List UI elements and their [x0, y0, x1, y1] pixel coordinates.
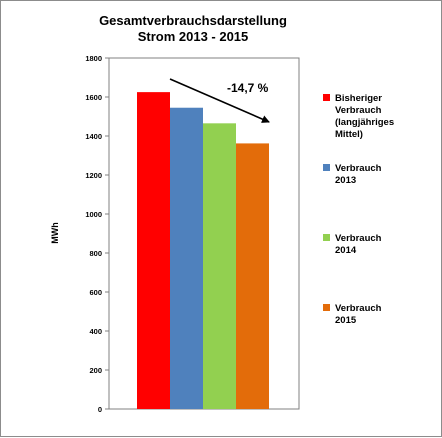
legend-swatch: [323, 304, 330, 311]
legend-swatch: [323, 94, 330, 101]
plot-area: 0 200 400 600 800 1000 1200 1400 1600 1800 MWh -14,…: [50, 54, 300, 414]
y-tick-label: 0: [98, 405, 102, 414]
bar: [236, 143, 269, 409]
legend-swatch: [323, 234, 330, 241]
chart-title-line: Gesamtverbrauchsdarstellung: [99, 13, 287, 28]
bar: [170, 107, 203, 409]
legend-entry-label: Verbrauch: [335, 303, 382, 314]
legend-entry-label: 2014: [335, 245, 357, 256]
legend-entry-label: Verbrauch: [335, 163, 382, 174]
y-tick-label: 400: [89, 327, 102, 336]
legend-entry-label: 2013: [335, 175, 356, 186]
y-tick-label: 200: [89, 366, 102, 375]
legend-entry-label: Mittel): [335, 129, 363, 140]
y-tick-label: 800: [89, 249, 102, 258]
legend-entry-label: Verbrauch: [335, 233, 382, 244]
legend-entry-label: 2015: [335, 315, 357, 326]
y-axis-label: MWh: [50, 222, 60, 244]
legend-entry-label: Bisheriger: [335, 93, 382, 104]
y-tick-label: 1200: [85, 171, 102, 180]
y-tick-label: 1800: [85, 54, 102, 63]
trend-arrow: [169, 78, 270, 123]
legend: BisherigerVerbrauch(langjährigesMittel)V…: [323, 93, 394, 326]
bar: [137, 92, 170, 409]
annotation-label: -14,7 %: [227, 81, 269, 95]
y-tick-label: 1600: [85, 93, 102, 102]
y-tick-label: 600: [89, 288, 102, 297]
chart-title-line: Strom 2013 - 2015: [138, 29, 249, 44]
legend-swatch: [323, 164, 330, 171]
y-tick-label: 1400: [85, 132, 102, 141]
legend-entry-label: (langjähriges: [335, 117, 394, 128]
y-tick-label: 1000: [85, 210, 102, 219]
bar: [203, 123, 236, 409]
legend-entry-label: Verbrauch: [335, 105, 382, 116]
